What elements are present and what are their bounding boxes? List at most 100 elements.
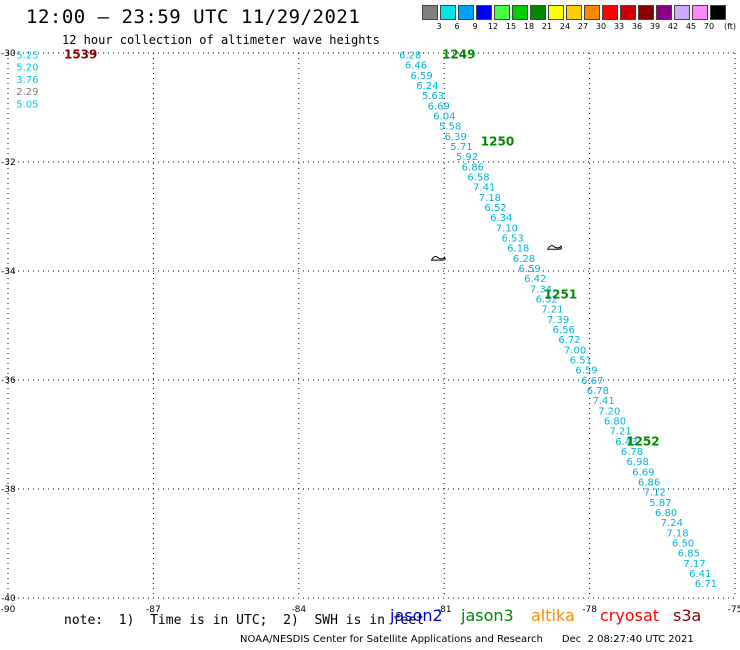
legend-label: 15 <box>505 22 517 31</box>
legend-label: 39 <box>649 22 661 31</box>
legend-swatch <box>422 5 438 20</box>
y-tick-label: -30 <box>1 49 16 59</box>
y-tick-label: -32 <box>1 158 16 168</box>
wave-height-value: 6.42 <box>524 274 546 285</box>
wave-height-value: 6.32 <box>536 294 558 305</box>
legend-swatch <box>710 5 726 20</box>
wave-height-value: 7.12 <box>644 488 666 499</box>
wave-height-value: 6.85 <box>678 549 700 560</box>
wave-height-value: 6.04 <box>433 111 455 122</box>
wave-height-value: 6.67 <box>581 376 603 387</box>
wave-height-value: 5.87 <box>649 498 671 509</box>
x-tick-label: -87 <box>146 605 161 615</box>
legend-label: 6 <box>454 22 460 31</box>
wave-height-value: 6.59 <box>519 264 541 275</box>
legend-swatch <box>512 5 528 20</box>
wave-height-value: 6.69 <box>632 467 654 478</box>
wave-height-value: 6.71 <box>695 579 717 590</box>
wave-height-value: 6.56 <box>553 325 575 336</box>
legend-label: 12 <box>487 22 499 31</box>
pass-time-label: 1539 <box>64 47 97 61</box>
wave-height-value: 7.20 <box>598 406 620 417</box>
pass-time-label: 1251 <box>544 287 577 301</box>
wave-height-value: 6.98 <box>627 457 649 468</box>
wave-height-value: 7.17 <box>683 559 705 570</box>
wave-height-value: 6.58 <box>467 172 489 183</box>
legend-label: 3 <box>436 22 442 31</box>
map-title: 12:00 – 23:59 UTC 11/29/2021 <box>26 6 361 28</box>
wave-height-value: 5.63 <box>422 91 444 102</box>
wave-height-value: 6.86 <box>638 477 660 488</box>
wave-height-value: 5.05 <box>16 100 38 111</box>
legend-unit: (ft) <box>723 22 737 31</box>
wave-height-value: 5.92 <box>456 152 478 163</box>
wave-height-value: 5.71 <box>450 142 472 153</box>
legend-label: 9 <box>472 22 478 31</box>
satellite-name: s3a <box>673 606 702 625</box>
pass-time-label: 1252 <box>626 434 659 448</box>
legend-label: 45 <box>685 22 697 31</box>
legend-swatch <box>530 5 546 20</box>
legend-swatch <box>476 5 492 20</box>
x-tick-label: -84 <box>291 605 306 615</box>
legend-swatch <box>692 5 708 20</box>
wave-height-value: 6.24 <box>416 81 438 92</box>
wave-height-value: 7.18 <box>479 193 501 204</box>
legend-swatch <box>638 5 654 20</box>
wave-height-value: 6.39 <box>445 132 467 143</box>
wave-height-value: 6.72 <box>558 335 580 346</box>
legend-label: 18 <box>523 22 535 31</box>
wave-height-value: 6.50 <box>672 538 694 549</box>
wave-height-value: 5.25 <box>16 50 38 61</box>
wave-height-value: 6.46 <box>405 61 427 72</box>
y-tick-label: -40 <box>1 594 16 604</box>
wave-height-value: 5.58 <box>439 122 461 133</box>
map-subtitle: 12 hour collection of altimeter wave hei… <box>62 33 380 47</box>
legend-label: 36 <box>631 22 643 31</box>
x-tick-label: -78 <box>582 605 597 615</box>
legend-swatch <box>584 5 600 20</box>
wave-height-value: 6.18 <box>507 244 529 255</box>
wave-height-value: 7.18 <box>666 528 688 539</box>
legend-label: 70 <box>703 22 715 31</box>
wave-height-value: 6.41 <box>689 569 711 580</box>
x-tick-label: -75 <box>728 605 740 615</box>
wave-height-value: 6.86 <box>462 162 484 173</box>
wave-height-value: 7.21 <box>541 305 563 316</box>
island-outline <box>430 256 446 261</box>
wave-height-value: 7.41 <box>592 396 614 407</box>
credit-line: NOAA/NESDIS Center for Satellite Applica… <box>240 634 694 645</box>
wave-height-value: 6.28 <box>513 254 535 265</box>
wave-height-value: 6.51 <box>570 355 592 366</box>
x-tick-label: -90 <box>1 605 16 615</box>
wave-height-value: 7.00 <box>564 345 586 356</box>
pass-time-label: 1249 <box>442 47 475 61</box>
wave-height-value: 7.24 <box>661 518 683 529</box>
wave-height-value: 3.76 <box>16 75 38 86</box>
legend-swatch <box>620 5 636 20</box>
wave-height-value: 5.20 <box>16 63 38 74</box>
legend-swatch <box>494 5 510 20</box>
wave-height-value: 7.21 <box>610 427 632 438</box>
wave-height-value: 7.34 <box>530 284 552 295</box>
wave-height-value: 6.78 <box>621 447 643 458</box>
satellite-name: altika <box>531 606 575 625</box>
pass-time-label: 1250 <box>481 135 514 149</box>
legend-swatch <box>566 5 582 20</box>
legend-swatch <box>674 5 690 20</box>
wave-height-value: 2.29 <box>16 87 38 98</box>
legend-swatch <box>656 5 672 20</box>
legend-label: 21 <box>541 22 553 31</box>
legend-label: 24 <box>559 22 571 31</box>
satellite-name: cryosat <box>600 606 660 625</box>
wave-height-value: 6.59 <box>575 366 597 377</box>
wave-height-value: 6.52 <box>484 203 506 214</box>
legend-swatch <box>458 5 474 20</box>
footer-note: note: 1) Time is in UTC; 2) SWH is in fe… <box>64 613 425 628</box>
legend-label: 33 <box>613 22 625 31</box>
wave-height-value: 6.69 <box>428 101 450 112</box>
satellite-name: jason2 <box>390 606 443 625</box>
legend-label: 42 <box>667 22 679 31</box>
wave-height-value: 7.39 <box>547 315 569 326</box>
